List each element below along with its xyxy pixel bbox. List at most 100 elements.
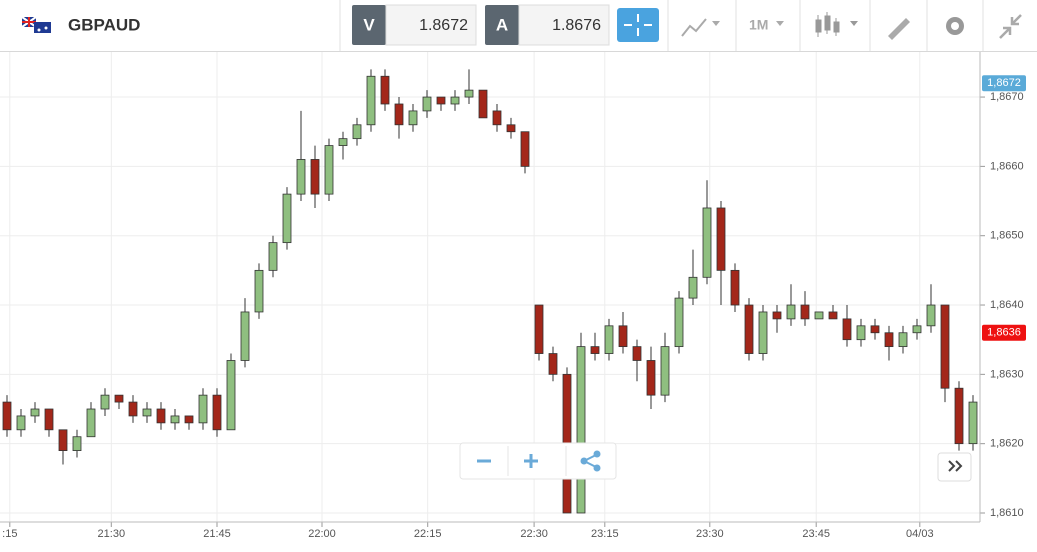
y-tick-label: 1,8670 (990, 91, 1024, 103)
candle-body (590, 346, 600, 354)
share-dot (593, 450, 601, 458)
candle-body (114, 394, 124, 403)
candle-body (170, 415, 180, 424)
collapse-button[interactable] (999, 14, 1022, 39)
candle-body (786, 304, 796, 320)
candle-body (548, 353, 558, 375)
settings-button[interactable] (946, 17, 964, 35)
candle-body (16, 415, 26, 431)
zoom-in-button[interactable] (524, 454, 538, 468)
x-tick-label: 23:15 (591, 528, 619, 540)
chart-type-button[interactable] (681, 18, 720, 37)
candle-body (338, 138, 348, 146)
price-label: 1,8636 (987, 327, 1021, 339)
candle-body (366, 75, 376, 126)
zoom-in-icon[interactable] (524, 454, 538, 468)
candle-body (296, 159, 306, 195)
candle-body (100, 394, 110, 410)
candle-body (632, 346, 642, 361)
ask-button[interactable] (485, 5, 519, 45)
y-tick-label: 1,8660 (990, 160, 1024, 172)
bid-box (385, 4, 477, 46)
y-tick-label: 1,8630 (990, 368, 1024, 380)
candle-body (2, 401, 12, 431)
candle-body (758, 311, 768, 354)
candle-body (870, 325, 880, 334)
candle-body (772, 311, 782, 320)
candle-body (128, 401, 138, 417)
candle-body (702, 207, 712, 278)
candle-body (282, 193, 292, 244)
x-tick-label: :15 (2, 528, 17, 540)
candle-body (884, 332, 894, 348)
candle-body (744, 304, 754, 354)
x-tick-label: 22:15 (414, 528, 442, 540)
interval[interactable]: 1M (749, 17, 768, 33)
candle-body (926, 304, 936, 327)
price-label-box (982, 324, 1026, 341)
scroll-end-icon (948, 460, 963, 472)
candle-body (240, 311, 250, 361)
toolbar: GBPAUD V 1.8672 A 1.8676 1M (0, 0, 1037, 52)
candle-body (492, 110, 502, 126)
candle-body (912, 325, 922, 334)
ask-label[interactable]: A (496, 15, 508, 34)
candle-body (604, 325, 614, 354)
symbol: GBPAUD (68, 15, 140, 34)
candle-body (520, 131, 530, 167)
scroll-end-box (937, 452, 972, 482)
share-dot (580, 457, 588, 465)
ask-box (518, 4, 610, 46)
candle-body (856, 325, 866, 341)
crosshair-button[interactable] (617, 8, 659, 42)
x-tick-label: 21:45 (203, 528, 231, 540)
candle-body (660, 346, 670, 396)
candle-body (268, 242, 278, 271)
candle-body (72, 436, 82, 451)
candle-body (352, 124, 362, 140)
candle-body (380, 75, 390, 105)
candle-body (142, 408, 152, 417)
candle-body (184, 415, 194, 424)
price-label-box (982, 75, 1026, 92)
candle-body (30, 408, 40, 417)
y-tick-label: 1,8650 (990, 230, 1024, 242)
y-tick-label: 1,8610 (990, 507, 1024, 519)
candle-style-button[interactable] (815, 12, 858, 37)
candle-body (716, 207, 726, 271)
candle-body (828, 311, 838, 320)
toolbar-graphics: GBPAUD V 1.8672 A 1.8676 1M (21, 0, 1022, 51)
candle-body (954, 387, 964, 445)
x-tick-label: 21:30 (98, 528, 126, 540)
candle-body (898, 332, 908, 348)
candle-body (814, 311, 824, 320)
candle-body (506, 124, 516, 133)
candle-body (44, 408, 54, 431)
candle-body (436, 96, 446, 105)
x-tick-label: 23:45 (802, 528, 830, 540)
candle-body (310, 159, 320, 195)
candle-body (940, 304, 950, 389)
candle-body (730, 269, 740, 306)
candle-body (324, 145, 334, 195)
share-button[interactable] (580, 450, 601, 472)
bid-button[interactable] (352, 5, 386, 45)
candle-body (212, 394, 222, 431)
x-tick-label: 22:00 (308, 528, 336, 540)
candle-body (408, 110, 418, 126)
candle-body (254, 269, 264, 313)
ask-price: 1.8676 (552, 17, 601, 34)
x-tick-label: 04/03 (906, 528, 934, 540)
x-tick-label: 22:30 (520, 528, 548, 540)
candle-body (450, 96, 460, 105)
draw-button[interactable] (888, 18, 910, 40)
y-tick-label: 1,8640 (990, 299, 1024, 311)
candle-body (618, 325, 628, 348)
candle-body (422, 96, 432, 112)
candle-body (688, 276, 698, 299)
scroll-end-button[interactable] (937, 452, 972, 482)
bid-label[interactable]: V (363, 15, 375, 34)
candle-body (968, 401, 978, 445)
candle-body (478, 89, 488, 119)
